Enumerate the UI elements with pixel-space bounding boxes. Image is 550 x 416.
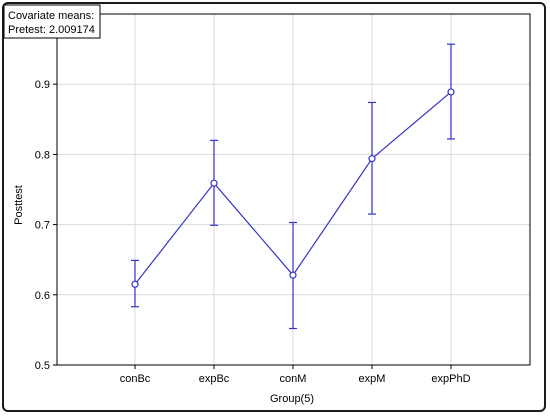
y-tick-label: 0.8 xyxy=(35,149,50,161)
covariate-note-line1: Covariate means: xyxy=(8,10,94,22)
y-tick-label: 0.5 xyxy=(35,360,50,372)
x-tick-label: conM xyxy=(280,373,307,385)
y-tick-label: 0.9 xyxy=(35,79,50,91)
data-point xyxy=(131,280,139,288)
chart-frame xyxy=(2,2,546,412)
y-tick-label: 0.6 xyxy=(35,290,50,302)
x-tick-label: expBc xyxy=(199,373,230,385)
data-point xyxy=(368,155,376,163)
covariate-note-box xyxy=(3,4,101,39)
data-point xyxy=(289,271,297,279)
y-axis-ticks: 0.5 0.6 0.7 0.8 0.9 xyxy=(35,79,57,372)
x-tick-label: conBc xyxy=(120,373,151,385)
covariate-note: Covariate means: Pretest: 2.009174 xyxy=(3,4,101,39)
y-tick-label: 0.7 xyxy=(35,220,50,232)
series-group xyxy=(131,43,455,330)
x-axis-label: Group(5) xyxy=(270,393,314,405)
data-point xyxy=(210,179,218,187)
y-axis-label: Posttest xyxy=(13,185,25,225)
x-tick-label: expPhD xyxy=(431,373,470,385)
covariate-note-line2: Pretest: 2.009174 xyxy=(8,24,95,36)
x-tick-label: expM xyxy=(359,373,386,385)
data-point xyxy=(447,88,455,96)
x-axis-ticks: conBc expBc conM expM expPhD xyxy=(120,365,471,385)
